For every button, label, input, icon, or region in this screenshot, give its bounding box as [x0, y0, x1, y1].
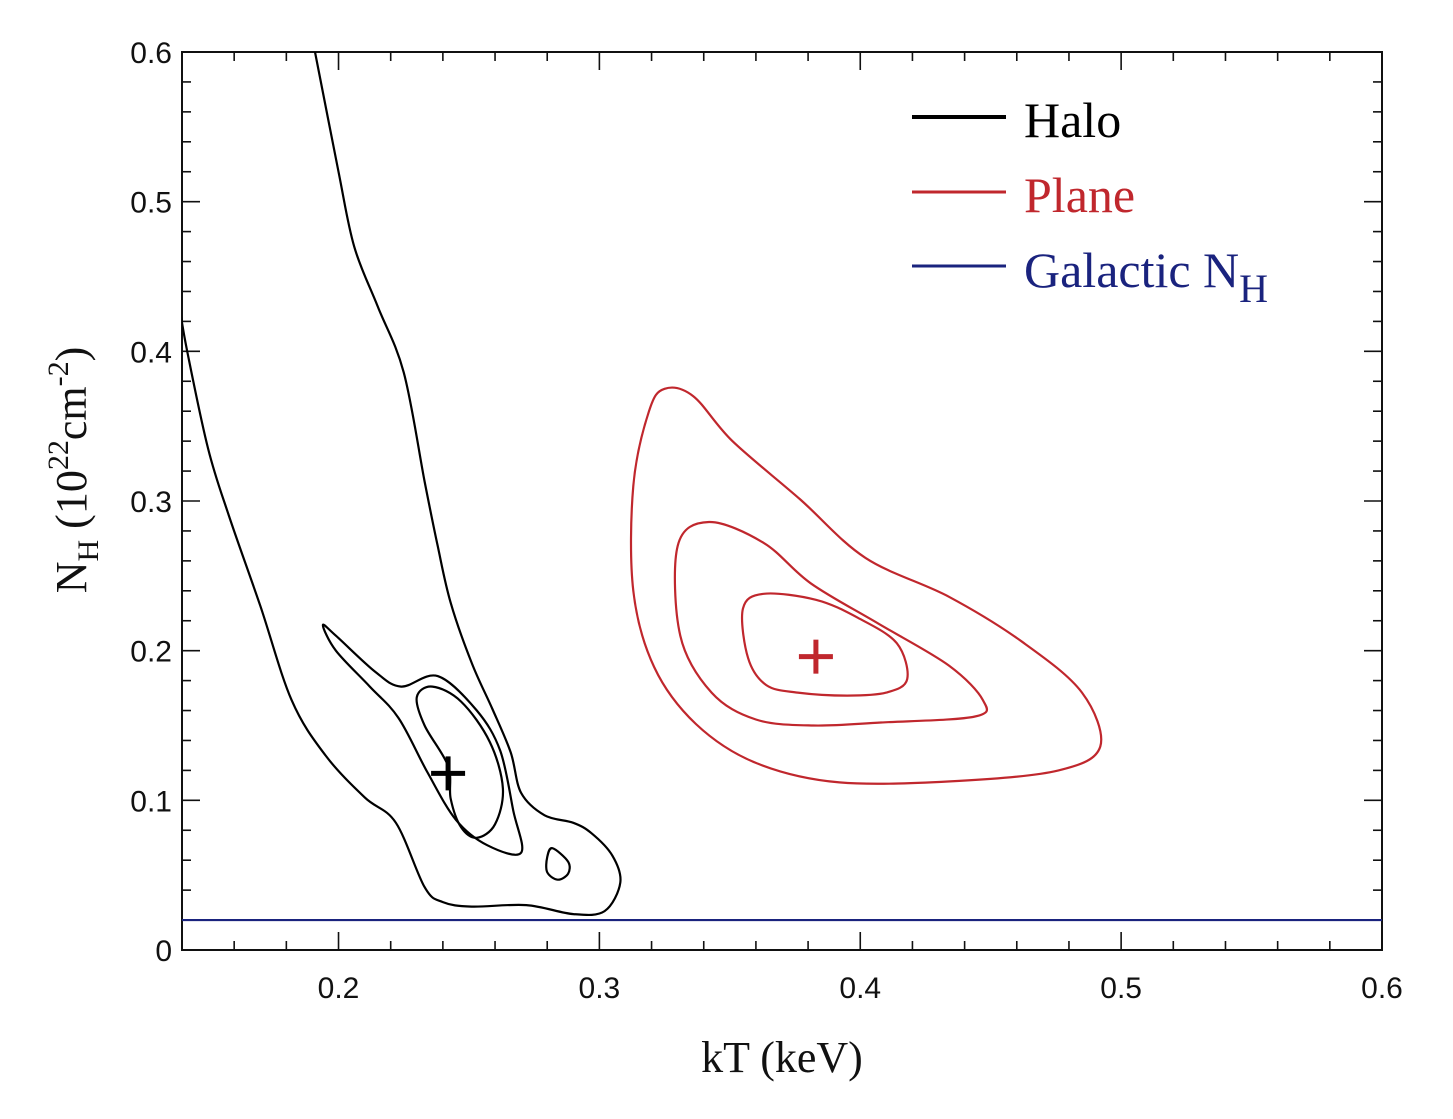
halo-contour-4	[545, 847, 571, 881]
y-tick-label: 0.1	[130, 785, 172, 818]
x-tick-label: 0.2	[318, 972, 360, 1005]
x-tick-label: 0.3	[579, 972, 621, 1005]
plane-best-fit-marker	[798, 639, 833, 674]
x-tick-label: 0.5	[1100, 972, 1142, 1005]
halo-best-fit-marker	[431, 756, 466, 791]
axis-ticks	[182, 51, 1383, 951]
series-layer	[182, 52, 1382, 922]
y-tick-label: 0	[155, 935, 172, 968]
y-axis-title-exp2: -2	[42, 361, 75, 386]
legend-label-galactic-nh: Galactic NH	[1024, 242, 1268, 311]
legend: Halo Plane Galactic NH	[912, 92, 1268, 311]
halo-contour-1	[415, 685, 505, 839]
legend-label-plane: Plane	[1024, 167, 1135, 223]
legend-label-galactic-nh-sub: H	[1239, 266, 1268, 311]
y-axis-title-unit-mid: cm	[47, 386, 96, 440]
legend-item-galactic-nh: Galactic NH	[912, 242, 1268, 311]
y-axis-title-unit-open: (10	[47, 470, 96, 540]
svg-text:NH (1022cm-2): NH (1022cm-2)	[42, 347, 105, 594]
y-axis-title-main: N	[47, 561, 96, 593]
y-tick-label: 0.3	[130, 486, 172, 519]
y-axis-title-exp1: 22	[42, 440, 75, 470]
legend-item-halo: Halo	[912, 92, 1121, 148]
halo-contour-3	[182, 52, 622, 917]
y-tick-label: 0.5	[130, 187, 172, 220]
y-tick-label: 0.4	[130, 336, 172, 369]
x-tick-label: 0.4	[839, 972, 881, 1005]
plot-frame	[181, 51, 1383, 951]
plane-contour-2	[673, 520, 989, 727]
y-axis-title-sub: H	[72, 540, 105, 562]
legend-label-halo: Halo	[1024, 92, 1121, 148]
y-tick-label: 0.6	[130, 37, 172, 70]
x-axis-title: kT (keV)	[701, 1033, 863, 1082]
axis-tick-labels: 0.2 0.3 0.4 0.5 0.6 0 0.1 0.2 0.3 0.4 0.5 0.6	[130, 37, 1403, 1005]
plane-contour-3	[629, 386, 1103, 785]
y-axis-title-unit-close: )	[47, 347, 96, 362]
y-tick-label: 0.2	[130, 636, 172, 669]
legend-label-galactic-nh-main: Galactic N	[1024, 242, 1239, 298]
y-axis-title: NH (1022cm-2)	[42, 347, 105, 594]
x-tick-label: 0.6	[1361, 972, 1403, 1005]
legend-item-plane: Plane	[912, 167, 1135, 223]
halo-contour-2	[321, 623, 524, 856]
plane-contour-1	[740, 592, 909, 697]
